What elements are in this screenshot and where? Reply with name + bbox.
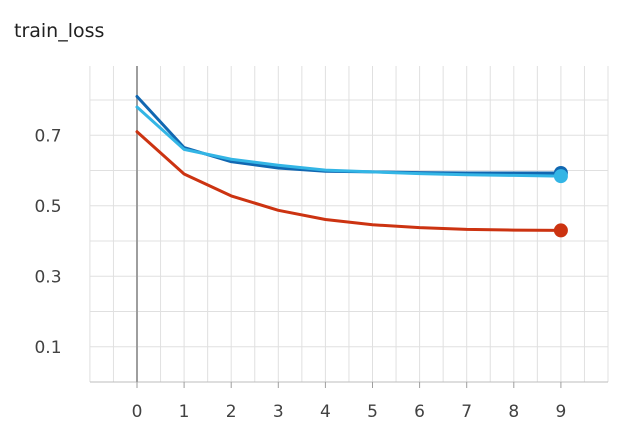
series-line-2 <box>135 105 563 178</box>
x-tick-label: 0 <box>132 402 143 422</box>
axes <box>90 66 608 388</box>
grid <box>89 66 609 383</box>
y-tick-label: 0.1 <box>34 338 61 358</box>
x-tick-label: 2 <box>226 402 237 422</box>
x-tick-label: 3 <box>273 402 284 422</box>
series-end-marker-2 <box>553 169 568 184</box>
y-tick-label: 0.3 <box>34 267 61 287</box>
x-tick-label: 6 <box>414 402 425 422</box>
x-tick-label: 4 <box>320 402 331 422</box>
series-end-marker-3 <box>553 223 568 238</box>
x-tick-label: 8 <box>508 402 519 422</box>
x-tick-label: 7 <box>461 402 472 422</box>
y-tick-label: 0.7 <box>34 126 61 146</box>
y-tick-label: 0.5 <box>34 197 61 217</box>
chart-title: train_loss <box>14 20 105 42</box>
series-line-3 <box>135 130 563 232</box>
series-layer <box>135 94 568 238</box>
tick-labels: 0 1 2 3 4 5 6 7 8 9 0.1 0.3 0.5 0.7 <box>34 126 566 422</box>
x-tick-label: 9 <box>555 402 566 422</box>
x-tick-label: 5 <box>367 402 378 422</box>
x-tick-label: 1 <box>179 402 190 422</box>
